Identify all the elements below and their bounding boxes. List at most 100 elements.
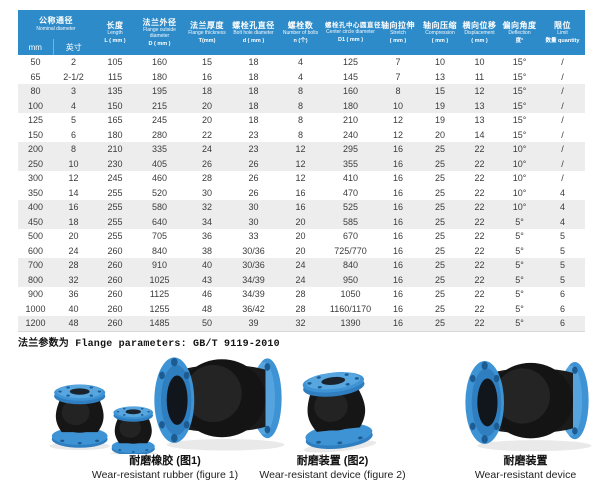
table-cell: 15°: [512, 115, 527, 125]
table-cell: 32: [295, 318, 306, 328]
table-cell: 65: [30, 71, 41, 82]
table-cell: 7: [395, 57, 401, 67]
table-cell: 5: [559, 260, 565, 270]
table-cell: 15: [201, 57, 212, 67]
table-cell: 5°: [515, 216, 524, 227]
table-cell: 5°: [515, 260, 524, 270]
table-row: 80 3 135 195 18 18 8 160 8 15 12 15° /: [18, 84, 585, 99]
table-cell: 36: [201, 231, 212, 241]
table-cell: 405: [151, 158, 168, 169]
table-cell: 230: [107, 158, 123, 169]
table-cell: 25: [434, 289, 445, 299]
table-cell: 22: [474, 187, 485, 198]
table-cell: 200: [27, 144, 44, 154]
table-cell: 16: [392, 173, 403, 183]
table-cell: 5: [559, 245, 565, 256]
table-cell: 10: [392, 100, 403, 111]
table-cell: 255: [107, 202, 123, 212]
table-row: 700 28 260 910 40 30/36 24 840 16 25 22 5° 5: [18, 258, 585, 273]
table-cell: 255: [107, 231, 123, 241]
table-cell: 10°: [512, 158, 527, 169]
table-cell: 11: [474, 71, 485, 82]
table-cell: 26: [248, 187, 259, 198]
table-cell: 22: [474, 245, 485, 256]
table-cell: 12: [295, 173, 306, 183]
table-cell: 20: [295, 245, 306, 256]
table-cell: 16: [392, 289, 403, 299]
table-cell: 1200: [25, 318, 46, 328]
tilted-expansion-joint-illustration: [296, 368, 377, 454]
table-cell: 245: [107, 173, 123, 183]
table-cell: 280: [151, 129, 168, 140]
figure-2-caption: 耐磨装置 (图2) Wear-resistant device (figure …: [245, 455, 420, 482]
table-cell: 2: [70, 57, 76, 67]
header-row-sub: mm 英寸: [18, 39, 585, 55]
table-row: 600 24 260 840 38 30/36 20 725/770 16 25 22 5° 5: [18, 244, 585, 259]
table-cell: 20: [295, 231, 306, 241]
table-cell: 1050: [340, 289, 361, 299]
table-cell: 19: [434, 115, 445, 125]
header-en: Nominal diameter: [36, 25, 76, 32]
table-cell: 22: [474, 289, 485, 299]
table-cell: 12: [392, 129, 403, 140]
table-cell: 16: [392, 303, 403, 314]
table-cell: 15°: [512, 129, 527, 140]
figure-1-caption-en: Wear-resistant rubber (figure 1): [91, 468, 239, 481]
table-cell: 16: [392, 216, 403, 227]
table-cell: 23: [248, 129, 259, 140]
column-header: 偏向角度 Deflection 度°: [499, 10, 540, 55]
table-cell: 18: [248, 86, 259, 96]
table-cell: 28: [295, 289, 306, 299]
table-cell: 350: [27, 187, 44, 198]
table-cell: 22: [474, 303, 485, 314]
table-cell: /: [561, 57, 564, 67]
small-flat-expansion-joint-illustration: [109, 406, 157, 454]
table-cell: 8: [297, 115, 303, 125]
table-cell: 25: [434, 245, 445, 256]
table-cell: /: [561, 129, 564, 140]
table-cell: 260: [107, 318, 123, 328]
table-cell: 16: [201, 71, 212, 82]
table-cell: 145: [342, 71, 359, 82]
table-cell: 8: [297, 86, 303, 96]
table-row: 900 36 260 1125 46 34/39 28 1050 16 25 22 5° 6: [18, 287, 585, 302]
table-row: 500 20 255 705 36 33 20 670 16 25 22 5° 5: [18, 229, 585, 244]
table-cell: 840: [342, 260, 359, 270]
table-cell: 25: [434, 303, 445, 314]
table-cell: 18: [201, 86, 212, 96]
table-cell: 15°: [512, 57, 527, 67]
table-cell: 450: [27, 216, 44, 227]
table-cell: 30/36: [242, 245, 265, 256]
table-cell: 5°: [515, 245, 524, 256]
table-cell: /: [561, 71, 564, 82]
table-cell: 260: [107, 274, 123, 285]
table-cell: 4: [559, 202, 565, 212]
table-cell: 410: [342, 173, 359, 183]
table-row: 50 2 105 160 15 18 4 125 7 10 10 15° /: [18, 55, 585, 70]
figure-1-caption: 耐磨橡胶 (图1) Wear-resistant rubber (figure …: [45, 455, 285, 482]
table-cell: 10: [434, 57, 445, 67]
table-cell: 28: [201, 173, 212, 183]
table-cell: 700: [27, 260, 44, 270]
table-cell: 30: [248, 202, 259, 212]
table-cell: 12: [68, 173, 79, 183]
table-row: 400 16 255 580 32 30 16 525 16 25 22 10° 4: [18, 200, 585, 215]
table-cell: 210: [342, 115, 359, 125]
table-cell: 260: [107, 260, 123, 270]
table-cell: 180: [151, 71, 168, 82]
table-cell: 150: [27, 129, 44, 140]
table-row: 150 6 180 280 22 23 8 240 12 20 14 15° /: [18, 128, 585, 143]
flange-standard-footnote: 法兰参数为 Flange parameters: GB/T 9119-2010: [18, 339, 280, 350]
table-cell: 48: [68, 318, 79, 328]
table-cell: 5°: [515, 318, 524, 328]
table-cell: 25: [434, 144, 445, 154]
table-cell: 295: [342, 144, 359, 154]
table-cell: 460: [151, 173, 168, 183]
table-cell: 24: [68, 245, 79, 256]
table-cell: 30: [201, 187, 212, 198]
table-cell: 22: [474, 158, 485, 169]
table-cell: 10°: [512, 144, 527, 154]
table-cell: 840: [151, 245, 168, 256]
table-cell: 10°: [512, 173, 527, 183]
small-expansion-joint-illustration: [49, 384, 110, 451]
